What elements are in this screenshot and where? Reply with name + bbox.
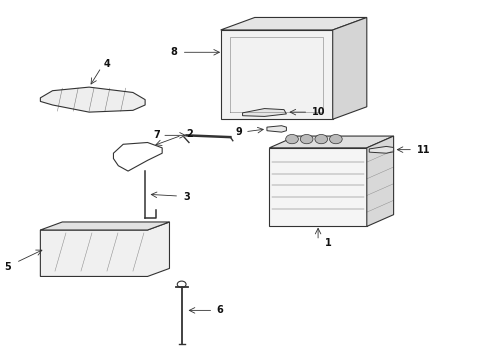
Text: 4: 4 xyxy=(104,59,110,69)
Polygon shape xyxy=(270,136,393,148)
Polygon shape xyxy=(270,148,367,226)
Text: 2: 2 xyxy=(187,129,193,139)
Polygon shape xyxy=(40,87,145,112)
Polygon shape xyxy=(40,222,170,276)
Polygon shape xyxy=(367,136,393,226)
Circle shape xyxy=(300,134,313,144)
Text: 11: 11 xyxy=(416,145,430,155)
Text: 1: 1 xyxy=(325,238,332,248)
Polygon shape xyxy=(40,222,170,230)
Polygon shape xyxy=(333,18,367,119)
Text: 8: 8 xyxy=(170,47,177,57)
Polygon shape xyxy=(220,30,333,119)
Text: 7: 7 xyxy=(153,130,160,140)
Circle shape xyxy=(330,134,342,144)
Text: 3: 3 xyxy=(183,192,190,202)
Text: 5: 5 xyxy=(4,262,11,272)
Circle shape xyxy=(315,134,328,144)
Polygon shape xyxy=(369,147,393,153)
Circle shape xyxy=(286,134,298,144)
Polygon shape xyxy=(267,126,287,132)
Text: 9: 9 xyxy=(236,127,243,138)
Text: 6: 6 xyxy=(217,305,223,315)
Polygon shape xyxy=(243,109,287,116)
Text: 10: 10 xyxy=(312,107,326,117)
Polygon shape xyxy=(220,18,367,30)
